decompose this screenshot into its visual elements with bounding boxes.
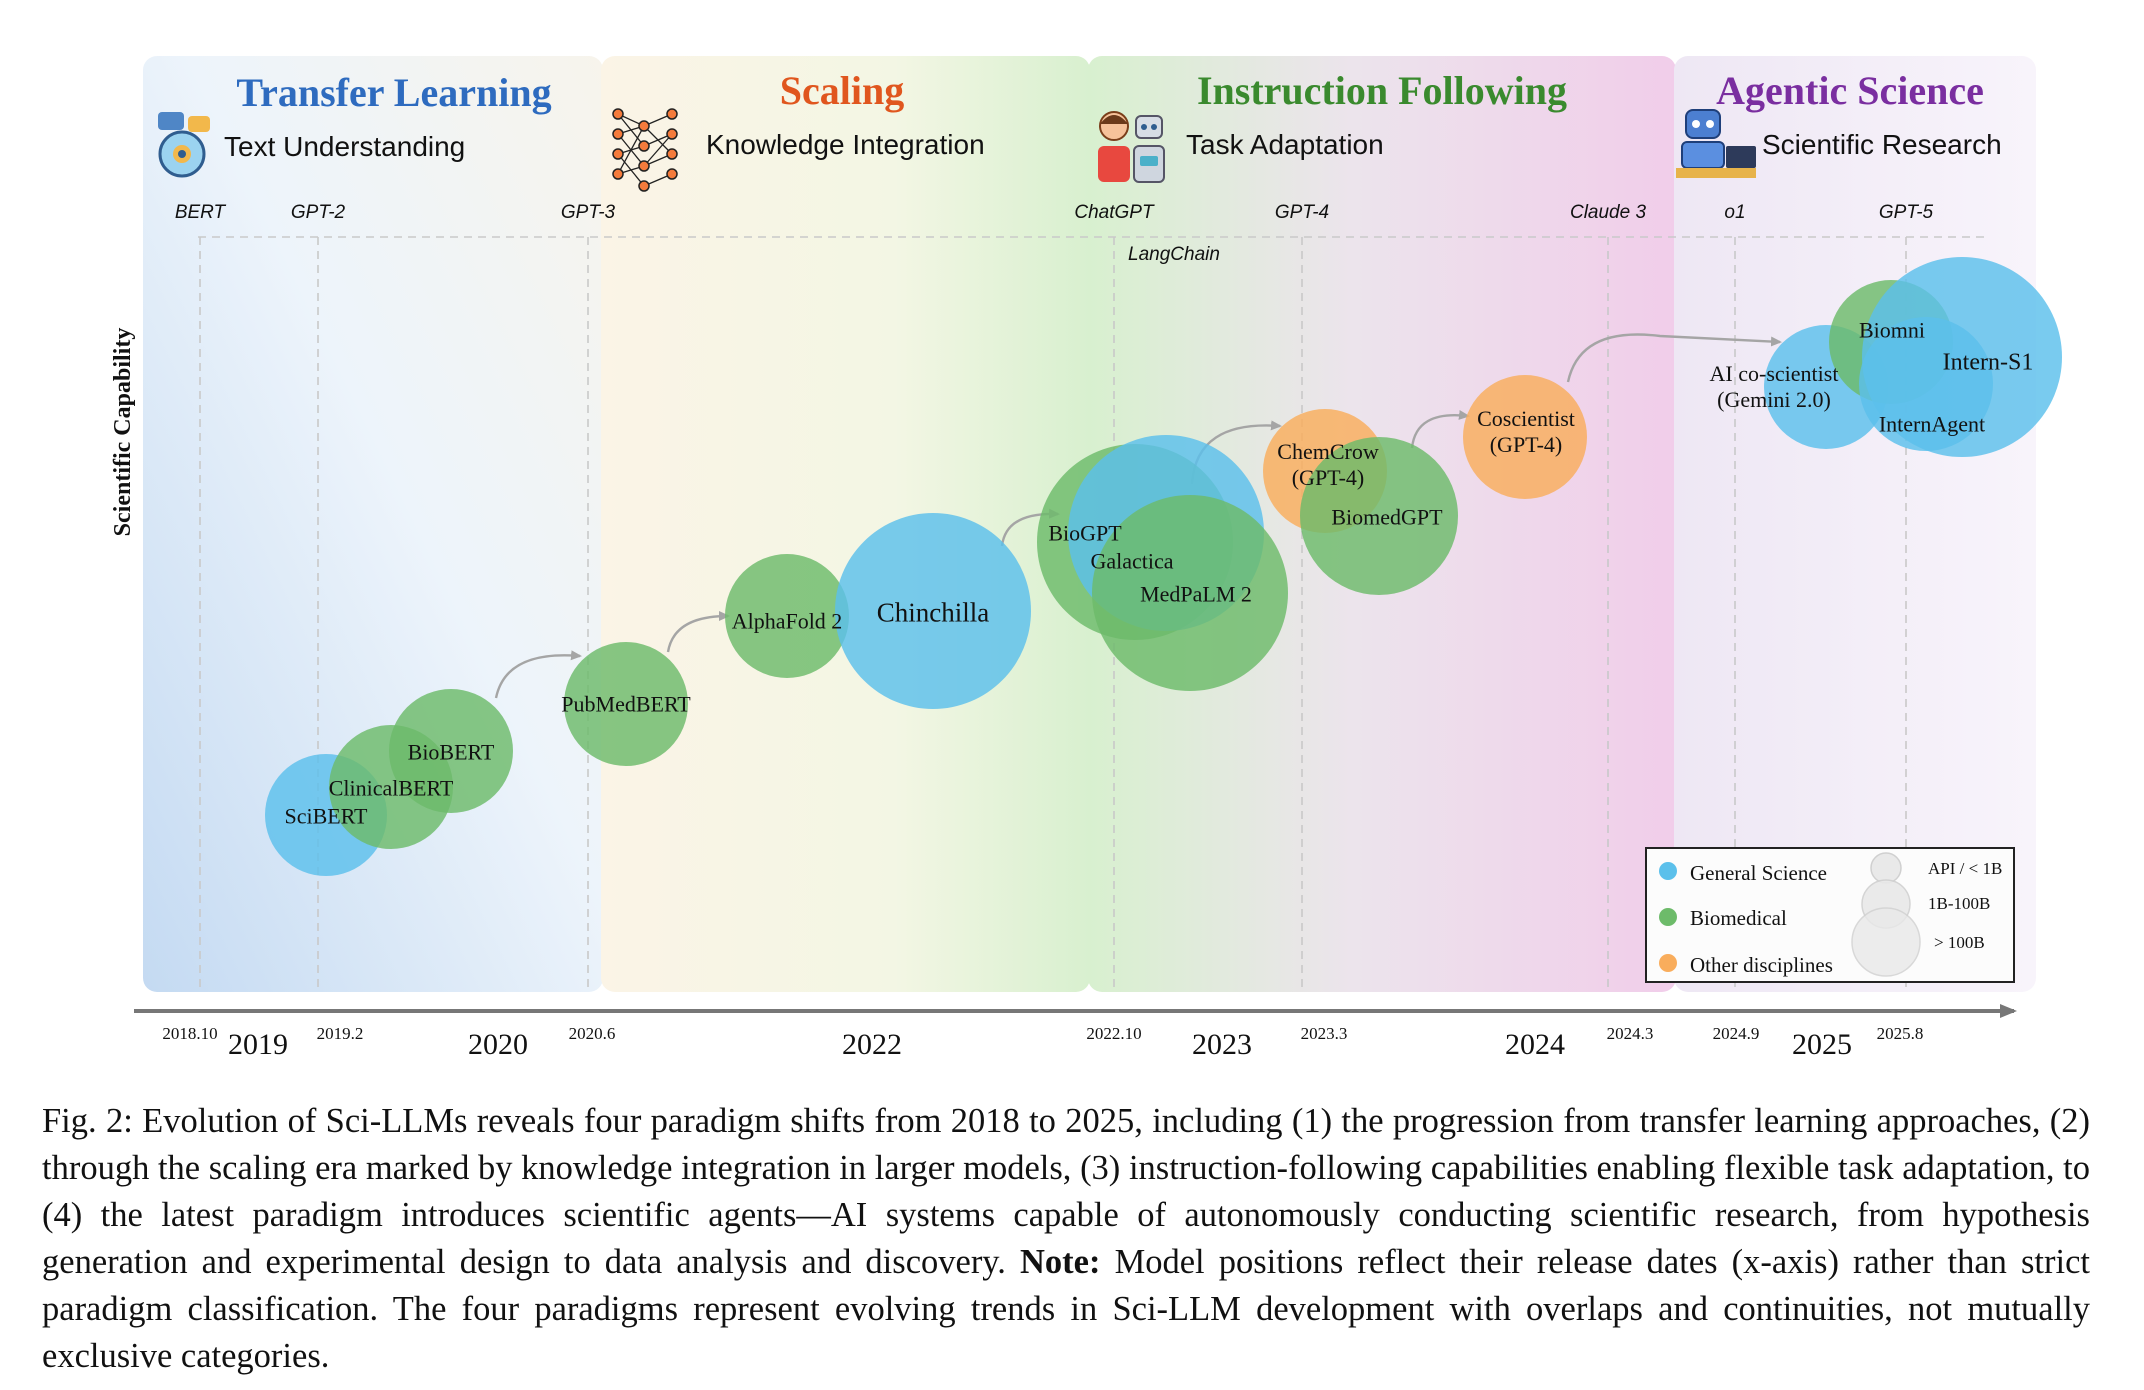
- date-label-2024-3: 2024.3: [1607, 1024, 1654, 1043]
- arrow-biobert-pubmedbert: [494, 650, 582, 699]
- date-label-2019-2: 2019.2: [317, 1024, 364, 1043]
- bubble-label-alphafold-2: AlphaFold 2: [732, 609, 843, 634]
- neural-network-icon: [612, 108, 678, 192]
- year-label-2024: 2024: [1505, 1028, 1565, 1060]
- legend-size-small-label: API / < 1B: [1928, 859, 2002, 878]
- bubble-coscientist-gpt-4: [1463, 375, 1587, 499]
- robot-scientist-icon: [1676, 109, 1756, 178]
- bubble-label-ai-co-scientist-gemini-2-0: AI co-scientist (Gemini 2.0): [1710, 361, 1839, 412]
- date-label-2024-9: 2024.9: [1713, 1024, 1760, 1043]
- caption-fig-label: Fig. 2:: [42, 1102, 133, 1140]
- bubble-label-internagent: InternAgent: [1879, 412, 1985, 437]
- header-agentic-science: Agentic Science Scientific Research: [1676, 68, 2002, 178]
- milestone-langchain: LangChain: [1128, 244, 1220, 265]
- date-label-2025-8: 2025.8: [1877, 1024, 1924, 1043]
- caption-note-label: Note:: [1020, 1243, 1101, 1281]
- header-scaling: Scaling Knowledge Integration: [612, 68, 985, 192]
- bubble-label-biobert: BioBERT: [408, 740, 495, 765]
- bubble-medpalm-2: [1092, 495, 1288, 691]
- legend-box: [1645, 847, 2015, 983]
- caption-note: Model positions reflect their release da…: [42, 1243, 2090, 1375]
- bubble-biobert: [389, 689, 513, 813]
- figure-caption: Fig. 2: Evolution of Sci-LLMs reveals fo…: [42, 1098, 2090, 1380]
- bubble-label-medpalm-2: MedPaLM 2: [1140, 582, 1252, 607]
- arrow-coscientist-agentic: [1566, 333, 1782, 383]
- paradigm-subtitle: Knowledge Integration: [706, 129, 985, 160]
- legend-label-biomedical: Biomedical: [1690, 906, 1787, 930]
- x-axis-labels: 2019 2020 2022 2023 2024 2025 2018.10 2019.2 202…: [162, 1024, 1924, 1061]
- legend-marker-biomedical: [1659, 908, 1677, 926]
- legend-size-large-marker: [1851, 907, 1921, 977]
- legend-size-small-marker: [1870, 852, 1902, 884]
- bubble-pubmedbert: [564, 642, 688, 766]
- paradigm-subtitle: Scientific Research: [1762, 129, 2002, 160]
- bubble-label-biogpt: BioGPT: [1048, 521, 1122, 546]
- arrow-pubmedbert-alphafold: [666, 611, 730, 653]
- bubble-label-pubmedbert: PubMedBERT: [561, 692, 691, 717]
- bubble-biomedgpt: [1300, 437, 1458, 595]
- milestone-bert: BERT: [175, 202, 227, 223]
- bubble-chinchilla: [835, 513, 1031, 709]
- bubble-label-coscientist-gpt-4: Coscientist (GPT-4): [1477, 406, 1575, 457]
- bubble-label-chinchilla: Chinchilla: [877, 597, 989, 627]
- chat-brain-icon: [158, 112, 210, 178]
- bubble-label-clinicalbert: ClinicalBERT: [329, 776, 454, 801]
- milestone-chatgpt: ChatGPT: [1074, 202, 1155, 223]
- milestone-gpt-3: GPT-3: [561, 202, 616, 223]
- human-robot-icon: [1098, 111, 1165, 183]
- bubble-label-galactica: Galactica: [1090, 549, 1173, 574]
- arrow-biomedgpt-coscientist: [1410, 410, 1470, 449]
- bubble-alphafold-2: [725, 554, 849, 678]
- date-label-2018-10: 2018.10: [162, 1024, 217, 1043]
- caption-paragraph: Fig. 2: Evolution of Sci-LLMs reveals fo…: [42, 1098, 2090, 1380]
- bubble-label-biomedgpt: BiomedGPT: [1331, 505, 1443, 530]
- bubble-label-chemcrow-gpt-4: ChemCrow (GPT-4): [1277, 439, 1379, 490]
- year-label-2019: 2019: [228, 1028, 288, 1060]
- header-transfer-learning: Transfer Learning Text Understanding: [158, 70, 552, 178]
- bubble-label-biomni: Biomni: [1859, 318, 1925, 343]
- progression-arrows: [494, 333, 1782, 699]
- date-label-2023-3: 2023.3: [1301, 1024, 1348, 1043]
- paradigm-title: Scaling: [780, 68, 904, 113]
- timeline-chart: Transfer Learning Text Understanding Sca…: [110, 56, 2062, 1061]
- paradigm-title: Agentic Science: [1716, 68, 1984, 113]
- milestone-labels: BERT GPT-2 GPT-3 ChatGPT LangChain GPT-4 Claud…: [175, 202, 1934, 265]
- paradigm-subtitle: Text Understanding: [224, 131, 465, 162]
- milestone-gpt-4: GPT-4: [1275, 202, 1329, 223]
- legend-label-general-science: General Science: [1690, 861, 1827, 885]
- milestone-gpt-5: GPT-5: [1879, 202, 1934, 223]
- bubble-label-scibert: SciBERT: [284, 804, 368, 829]
- paradigm-title: Instruction Following: [1197, 68, 1567, 113]
- y-axis-label: Scientific Capability: [110, 328, 136, 537]
- caption-text: Evolution of Sci-LLMs reveals four parad…: [42, 1102, 2091, 1281]
- legend-size-medium-label: 1B-100B: [1928, 894, 1990, 913]
- milestone-claude-3: Claude 3: [1570, 202, 1646, 223]
- panel-scaling: [601, 56, 1090, 992]
- paradigm-subtitle: Task Adaptation: [1186, 129, 1384, 160]
- legend-label-other-disciplines: Other disciplines: [1690, 953, 1833, 977]
- gridlines: [198, 236, 1985, 992]
- legend-marker-general-science: [1659, 862, 1677, 880]
- milestone-o1: o1: [1724, 202, 1745, 223]
- date-label-2022-10: 2022.10: [1086, 1024, 1141, 1043]
- model-bubbles: SciBERT ClinicalBERT BioBERT PubMedBERT Alph…: [265, 257, 2062, 876]
- legend-size-large-label: > 100B: [1934, 933, 1985, 952]
- bubble-label-intern-s1: Intern-S1: [1943, 349, 2034, 375]
- date-label-2020-6: 2020.6: [569, 1024, 616, 1043]
- paradigm-title: Transfer Learning: [236, 70, 551, 115]
- bubble-intern-s1: [1862, 257, 2062, 457]
- year-label-2020: 2020: [468, 1028, 528, 1060]
- year-label-2025: 2025: [1792, 1028, 1852, 1060]
- year-label-2022: 2022: [842, 1028, 902, 1060]
- header-instruction-following: Instruction Following Task Adaptation: [1098, 68, 1567, 183]
- year-label-2023: 2023: [1192, 1028, 1252, 1060]
- legend: General Science Biomedical Other discipl…: [1645, 847, 2015, 983]
- milestone-gpt-2: GPT-2: [291, 202, 346, 223]
- legend-marker-other-disciplines: [1659, 954, 1677, 972]
- paradigm-timeline-figure: Transfer Learning Text Understanding Sca…: [110, 56, 2062, 1061]
